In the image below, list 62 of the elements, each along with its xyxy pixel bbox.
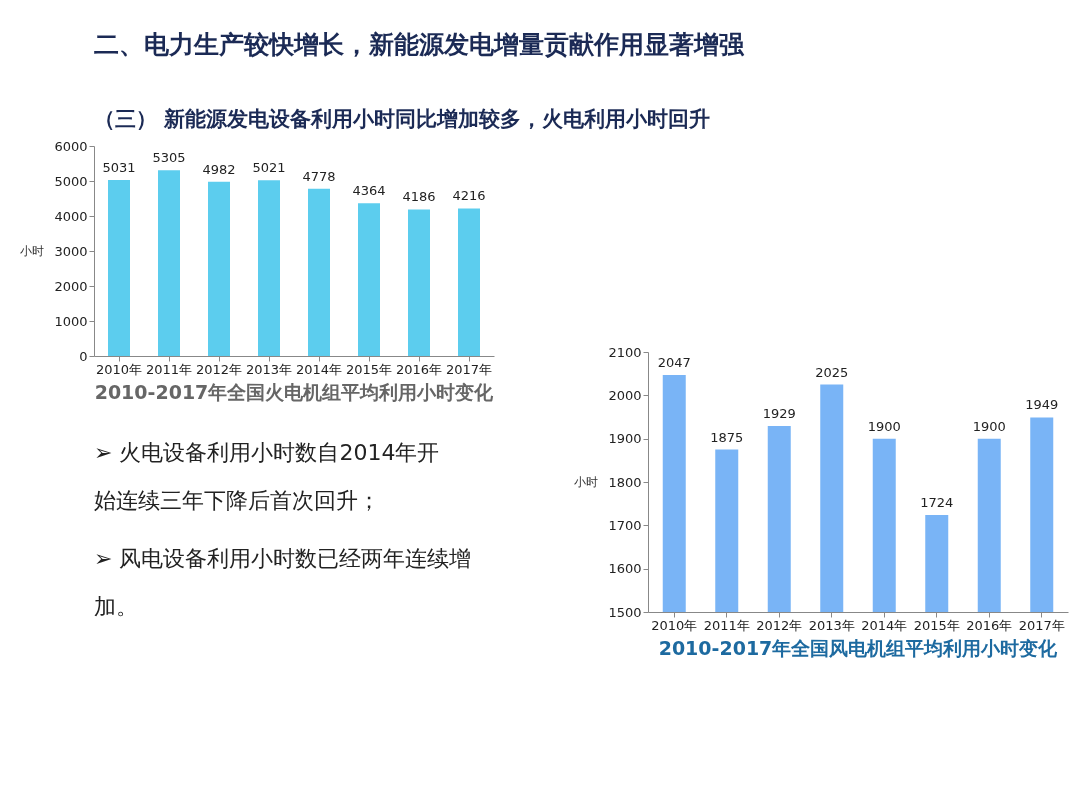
bar (458, 208, 480, 356)
text: 2010-2017年全国火电机组平均利用小时变化 (94, 381, 495, 403)
data-label: 4364 (352, 183, 386, 199)
data-label: 1724 (920, 494, 954, 510)
x-tick-label: 2016年 (395, 361, 443, 377)
data-label: 5021 (252, 160, 286, 176)
x-tick-label: 2011年 (145, 361, 193, 377)
x-tick-label: 2015年 (913, 617, 960, 633)
data-label: 4216 (452, 188, 486, 204)
text: ➢ 火电设备利用小时数自2014年开始连续三年下降后首次回升； (94, 440, 440, 513)
data-label: 1900 (972, 418, 1006, 434)
data-label: 1875 (710, 429, 744, 445)
y-tick-label: 1900 (608, 431, 642, 447)
data-label: 4778 (302, 168, 336, 184)
data-label: 5305 (152, 150, 186, 166)
y-tick-label: 1500 (608, 604, 642, 620)
y-tick-label: 6000 (54, 138, 88, 154)
y-tick-label: 1800 (608, 474, 642, 490)
y-tick-label: 0 (79, 348, 88, 364)
x-tick-label: 2012年 (195, 361, 243, 377)
x-tick-label: 2010年 (651, 617, 698, 633)
data-label: 4982 (202, 161, 236, 177)
x-tick-label: 2017年 (445, 361, 493, 377)
y-tick-label: 1700 (608, 517, 642, 533)
bar (358, 203, 380, 356)
y-tick-label: 4000 (54, 208, 88, 224)
data-label: 2047 (657, 354, 691, 370)
y-tick-label: 3000 (54, 243, 88, 259)
y-tick-label: 2000 (608, 387, 642, 403)
text: 2010-2017年全国风电机组平均利用小时变化 (658, 637, 1059, 659)
data-label: 1929 (762, 406, 796, 422)
data-label: 2025 (815, 364, 849, 380)
x-tick-label: 2012年 (756, 617, 803, 633)
data-label: 1949 (1025, 397, 1059, 413)
x-tick-label: 2017年 (1018, 617, 1065, 633)
x-tick-label: 2014年 (295, 361, 343, 377)
y-tick-label: 1600 (608, 561, 642, 577)
bar (258, 180, 280, 356)
data-label: 5031 (102, 159, 136, 175)
x-tick-label: 2013年 (808, 617, 855, 633)
x-tick-label: 2011年 (703, 617, 750, 633)
bar (108, 179, 130, 356)
bar (308, 188, 330, 356)
x-tick-label: 2010年 (95, 361, 143, 377)
x-tick-label: 2015年 (345, 361, 393, 377)
y-tick-label: 1000 (54, 313, 88, 329)
text: 二、电力生产较快增长，新能源发电增量贡献作用显著增强 (94, 30, 745, 59)
x-tick-label: 2016年 (966, 617, 1013, 633)
text: （三） 新能源发电设备利用小时同比增加较多，火电利用小时回升 (94, 107, 711, 131)
data-label: 4186 (402, 189, 436, 205)
x-tick-label: 2014年 (861, 617, 908, 633)
x-tick-label: 2013年 (245, 361, 293, 377)
bar (208, 181, 230, 356)
y-axis-title: 小时 (574, 475, 598, 489)
bar (158, 170, 180, 356)
y-axis-title: 小时 (20, 244, 44, 258)
y-tick-label: 2100 (608, 344, 642, 360)
data-label: 1900 (867, 418, 901, 434)
y-tick-label: 2000 (54, 278, 88, 294)
y-tick-label: 5000 (54, 173, 88, 189)
bar (408, 209, 430, 356)
text: ➢ 风电设备利用小时数已经两年连续增加。 (94, 546, 472, 619)
